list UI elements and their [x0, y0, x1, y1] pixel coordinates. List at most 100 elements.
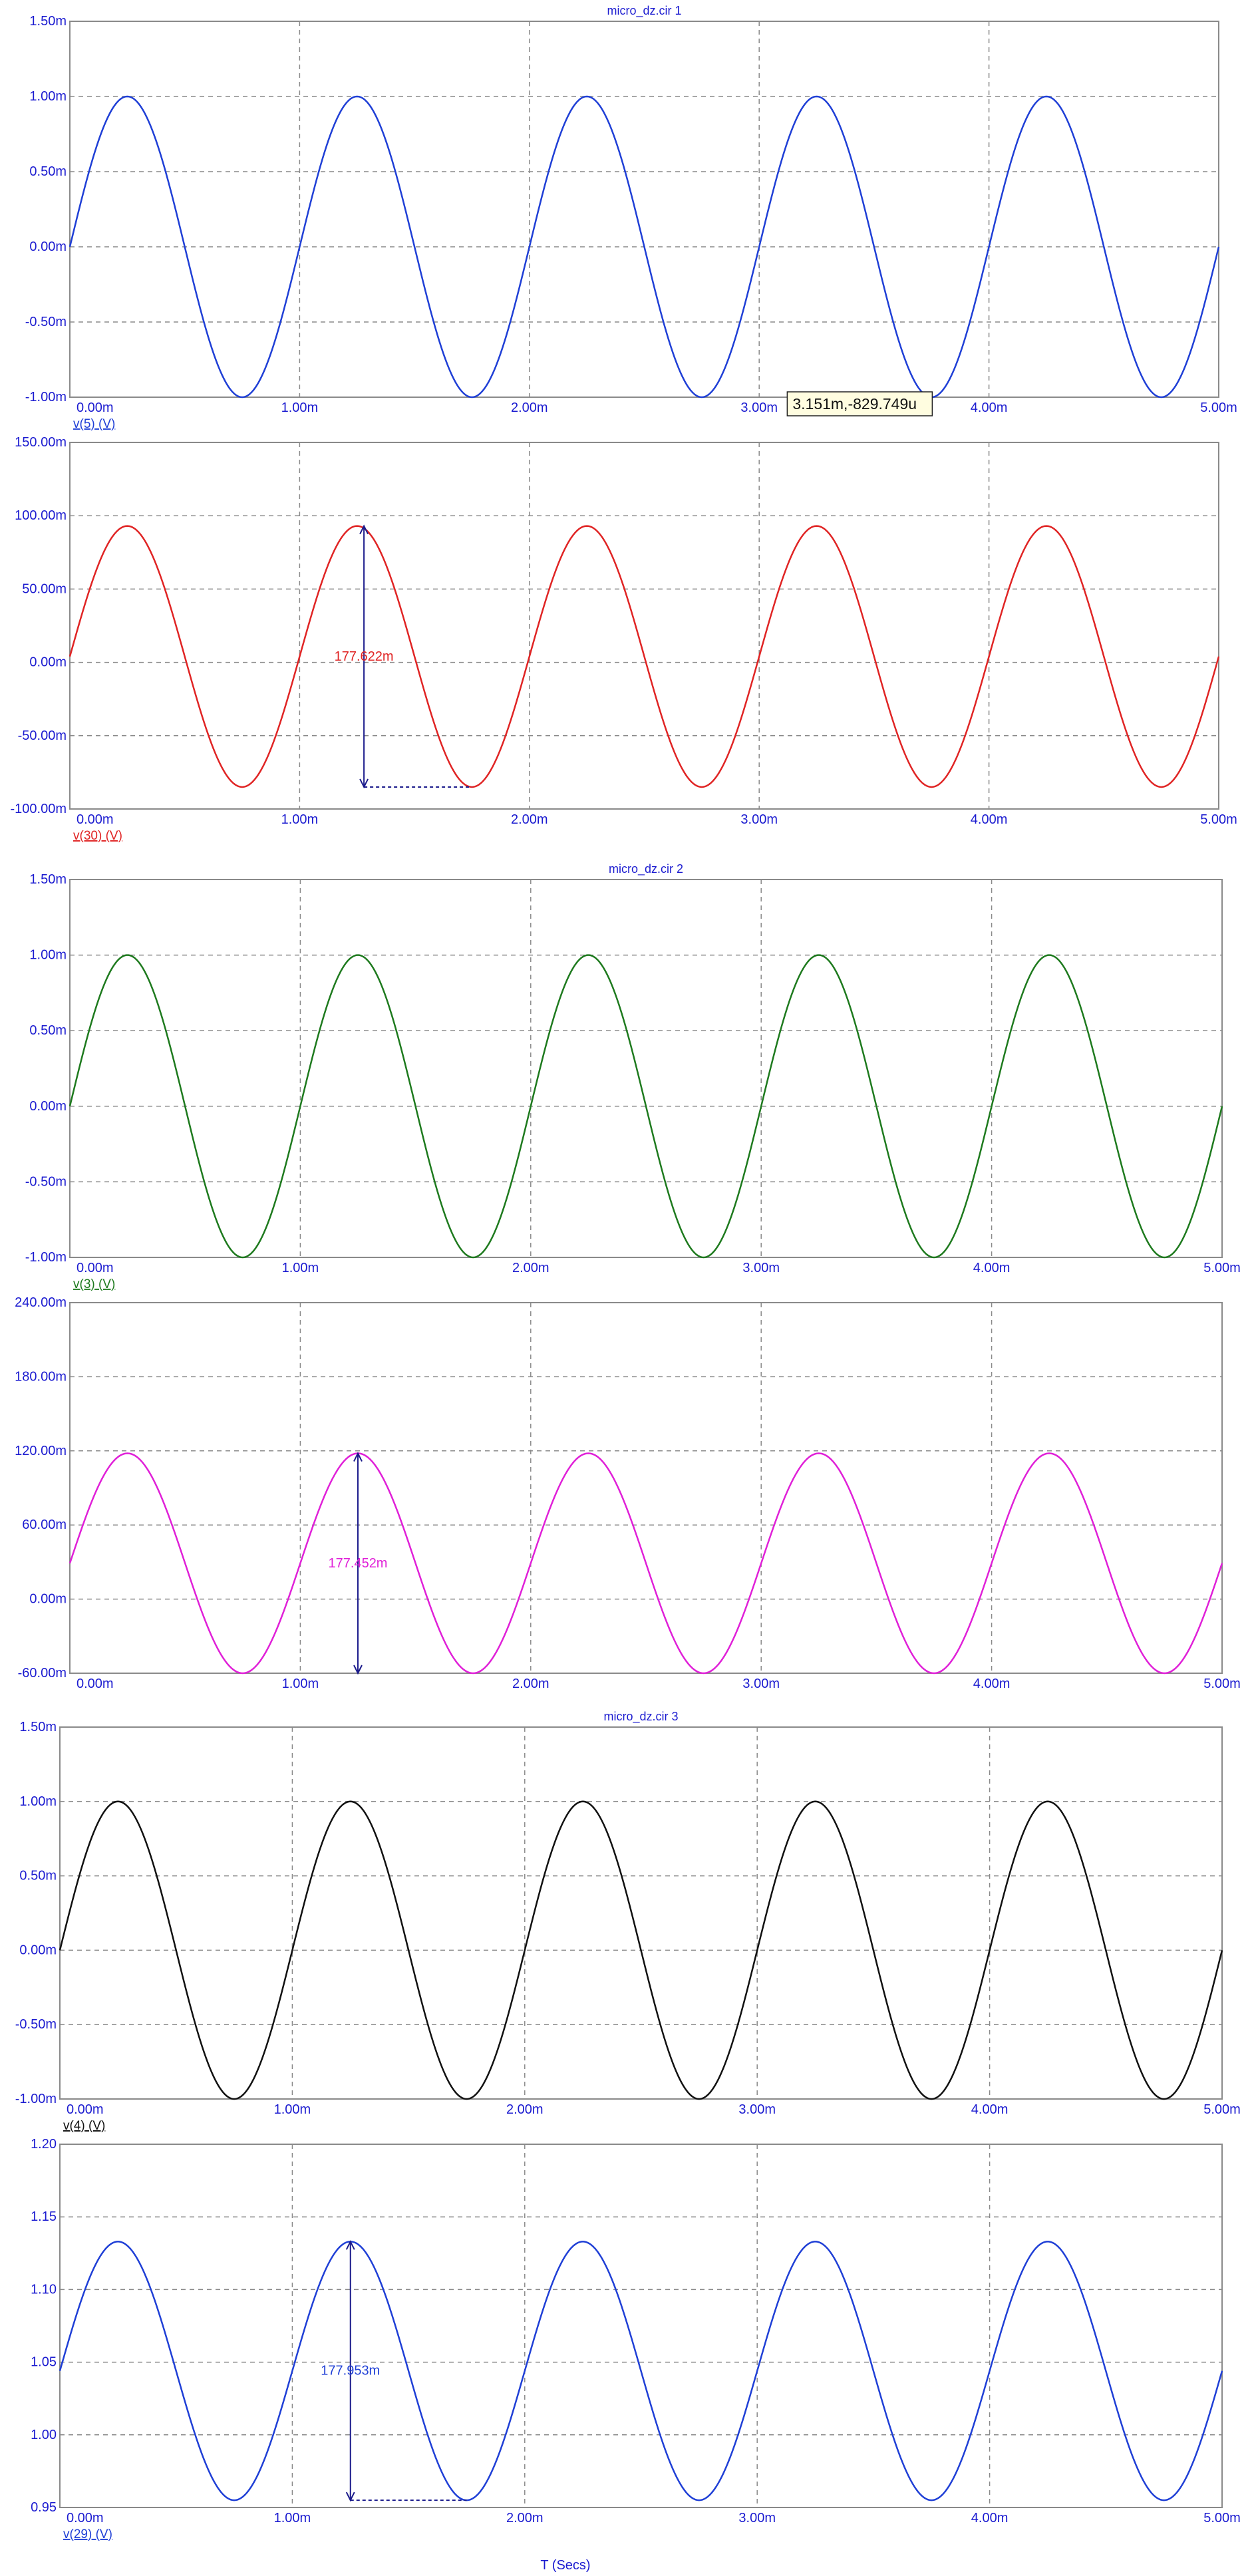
y-tick-label: 240.00m [15, 1295, 67, 1310]
y-tick-label: -1.00m [15, 2092, 57, 2106]
measurement-label: 177.452m [329, 1556, 388, 1571]
plot-frame [69, 879, 1223, 1258]
series-line [69, 525, 1220, 788]
plot-panel-6: 1.20 1.15 1.10 1.05 1.00 0.95 0.00m 1.00m 2.00m 3… [31, 2137, 1241, 2541]
y-tick-label: -50.00m [18, 728, 67, 743]
y-tick-label: 60.00m [22, 1518, 67, 1532]
plot-title: micro_dz.cir 3 [603, 1710, 678, 1724]
plot-title: micro_dz.cir 2 [609, 862, 683, 876]
y-tick-label: 1.15 [31, 2209, 57, 2224]
x-tick-label: 3.00m [738, 2102, 776, 2117]
series-legend-label[interactable]: v(29) (V) [63, 2527, 112, 2541]
y-tick-label: 0.00m [29, 1592, 67, 1607]
y-tick-label: 120.00m [15, 1444, 67, 1458]
x-tick-label: 0.00m [77, 1261, 114, 1275]
y-tick-label: 1.50m [19, 1720, 57, 1734]
x-tick-label: 2.00m [506, 2102, 544, 2117]
series-legend-label[interactable]: v(3) (V) [73, 1277, 115, 1291]
y-tick-label: 150.00m [15, 435, 67, 450]
y-tick-label: 1.10 [31, 2282, 57, 2297]
y-tick-label: -0.50m [25, 1174, 67, 1189]
arrow-head-top [353, 1452, 363, 1462]
cursor-tooltip-text: 3.151m,-829.749u [792, 395, 917, 412]
series-legend-label[interactable]: v(4) (V) [63, 2119, 105, 2133]
plot-title: micro_dz.cir 1 [607, 4, 681, 18]
y-tick-label: 1.00m [29, 89, 67, 104]
x-tick-label: 0.00m [67, 2511, 104, 2525]
y-tick-label: 0.00m [29, 655, 67, 670]
x-tick-label: 4.00m [973, 1677, 1011, 1691]
series-line [69, 95, 1220, 399]
x-tick-label: 0.00m [77, 1677, 114, 1691]
x-tick-label: 0.00m [77, 401, 114, 415]
y-tick-label: -60.00m [18, 1666, 67, 1681]
y-tick-label: -1.00m [25, 1250, 67, 1265]
arrow-head-top [359, 524, 369, 535]
series-legend-label[interactable]: v(30) (V) [73, 829, 122, 843]
y-tick-label: 180.00m [15, 1369, 67, 1384]
x-tick-label: 4.00m [973, 1261, 1011, 1275]
y-tick-label: 0.50m [19, 1869, 57, 1883]
x-tick-label: 5.00m [1203, 1261, 1241, 1275]
x-tick-label: 4.00m [971, 401, 1008, 415]
y-tick-label: -0.50m [15, 2017, 57, 2032]
plot-frame [59, 2144, 1223, 2508]
y-tick-label: 0.00m [29, 240, 67, 254]
plot-frame [69, 1302, 1223, 1674]
x-tick-label: 2.00m [506, 2511, 544, 2525]
x-tick-label: 3.00m [740, 401, 778, 415]
y-tick-label: 1.00m [29, 948, 67, 963]
x-tick-label: 4.00m [971, 2511, 1009, 2525]
series-legend-label[interactable]: v(5) (V) [73, 417, 115, 431]
x-tick-label: 3.00m [738, 2511, 776, 2525]
x-tick-label: 3.00m [742, 1677, 780, 1691]
x-tick-label: 5.00m [1203, 1677, 1241, 1691]
plot-panel-2: 150.00m 100.00m 50.00m 0.00m -50.00m -100.00m… [11, 435, 1237, 843]
series-line [59, 1800, 1223, 2100]
x-tick-label: 1.00m [274, 2102, 311, 2117]
x-tick-label: 2.00m [511, 401, 548, 415]
x-tick-label: 5.00m [1200, 812, 1237, 827]
y-tick-label: 0.50m [29, 164, 67, 179]
x-tick-label: 4.00m [971, 2102, 1009, 2117]
y-tick-label: 0.95 [31, 2500, 57, 2515]
x-tick-label: 4.00m [971, 812, 1008, 827]
y-tick-label: -0.50m [25, 315, 67, 329]
y-tick-label: 1.05 [31, 2355, 57, 2370]
plot-panel-3: micro_dz.cir 2 1.50m 1.00m 0.50m 0.00m -0.50m… [25, 862, 1241, 1291]
x-tick-label: 3.00m [740, 812, 778, 827]
measurement-label: 177.953m [321, 2364, 380, 2378]
series-line [69, 1452, 1223, 1675]
series-line [69, 954, 1223, 1259]
x-tick-label: 5.00m [1200, 401, 1237, 415]
x-tick-label: 0.00m [77, 812, 114, 827]
y-tick-label: 100.00m [15, 508, 67, 523]
x-tick-label: 2.00m [512, 1677, 549, 1691]
plot-frame [69, 21, 1219, 398]
y-tick-label: 50.00m [22, 581, 67, 596]
cursor-tooltip [786, 391, 933, 416]
y-tick-label: 1.50m [29, 872, 67, 887]
series-line [59, 2241, 1223, 2501]
y-tick-label: 0.50m [29, 1023, 67, 1038]
measurement-label: 177.622m [335, 649, 394, 664]
y-tick-label: 1.00m [19, 1794, 57, 1809]
x-tick-label: 5.00m [1203, 2102, 1241, 2117]
x-axis-label: T (Secs) [540, 2558, 590, 2573]
x-tick-label: 1.00m [274, 2511, 311, 2525]
y-tick-label: 1.50m [29, 14, 67, 29]
x-tick-label: 2.00m [512, 1261, 549, 1275]
arrow-head-top [345, 2240, 355, 2250]
x-tick-label: 1.00m [281, 401, 319, 415]
x-tick-label: 1.00m [281, 812, 319, 827]
x-tick-label: 0.00m [67, 2102, 104, 2117]
y-tick-label: -100.00m [11, 802, 67, 816]
y-tick-label: -1.00m [25, 390, 67, 404]
x-tick-label: 5.00m [1203, 2511, 1241, 2525]
x-tick-label: 1.00m [282, 1261, 319, 1275]
y-tick-label: 0.00m [19, 1943, 57, 1957]
plot-panel-4: 240.00m 180.00m 120.00m 60.00m 0.00m -60.00m 0… [15, 1295, 1241, 1691]
y-tick-label: 1.20 [31, 2137, 57, 2152]
y-tick-label: 1.00 [31, 2428, 57, 2442]
